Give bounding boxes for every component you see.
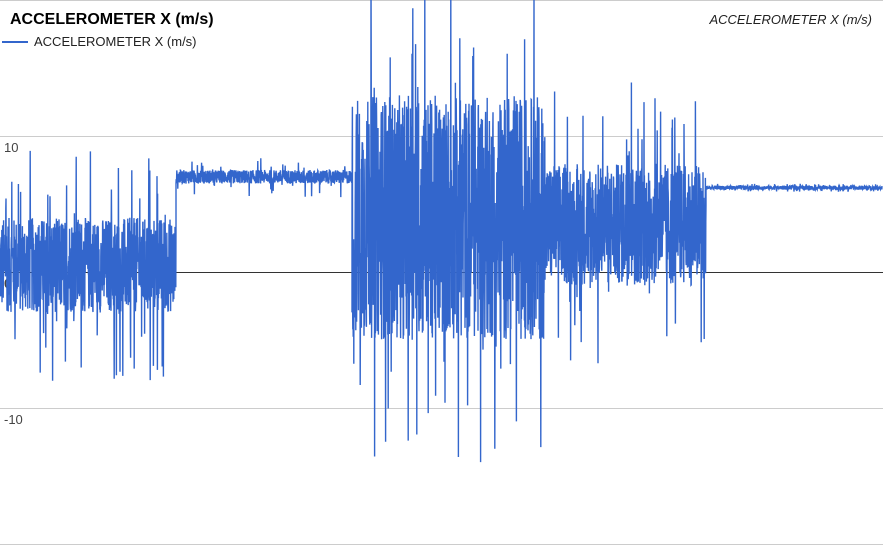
- legend[interactable]: ACCELEROMETER X (m/s): [2, 34, 197, 49]
- series-line: [0, 0, 883, 463]
- legend-entry: ACCELEROMETER X (m/s): [34, 34, 197, 49]
- y-axis-title: ACCELEROMETER X (m/s): [708, 12, 872, 27]
- y-tick-label: -10: [4, 412, 23, 427]
- chart-title: ACCELEROMETER X (m/s): [10, 11, 214, 28]
- y-tick-label: 10: [4, 140, 18, 155]
